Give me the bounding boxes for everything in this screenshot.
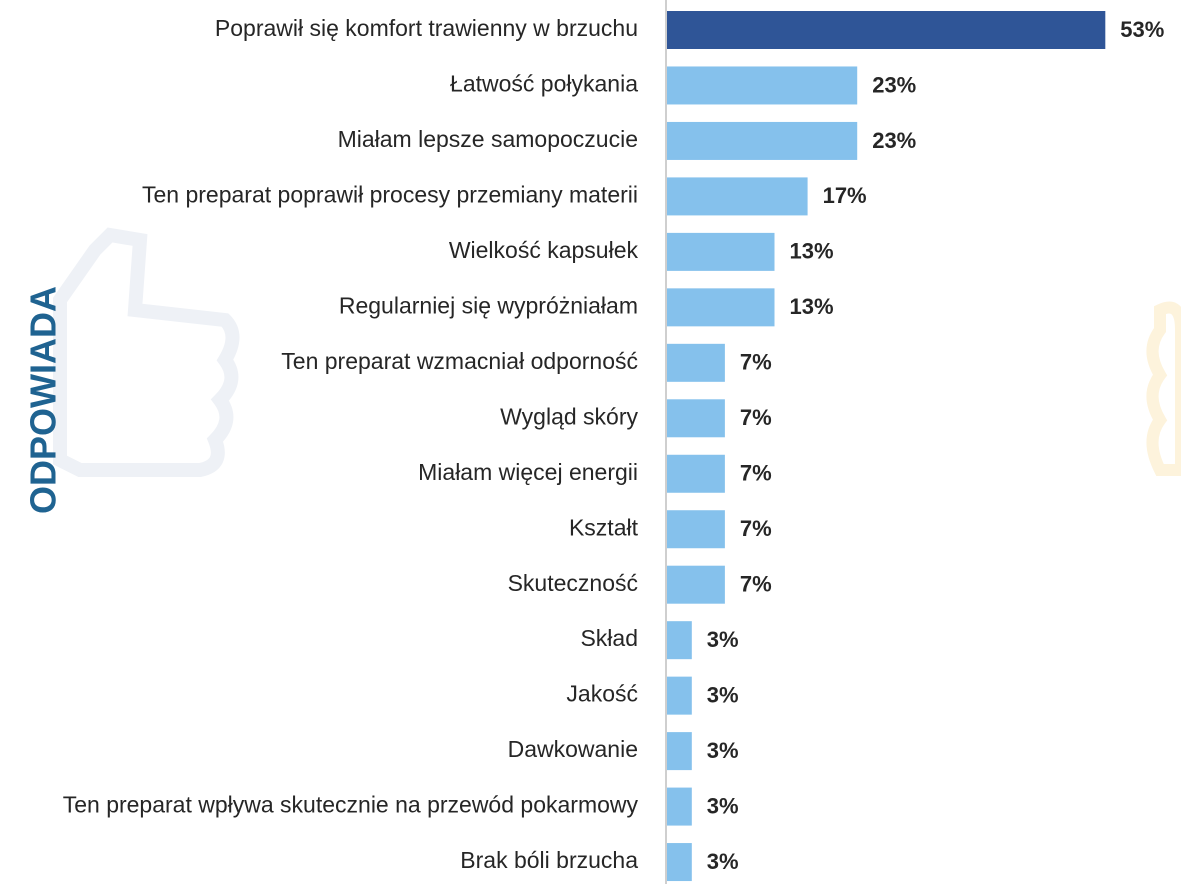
bar xyxy=(667,843,692,882)
bar xyxy=(667,66,858,105)
value-label: 7% xyxy=(740,516,772,541)
category-label: Jakość xyxy=(566,681,638,707)
category-label: Poprawił się komfort trawienny w brzuchu xyxy=(215,15,638,41)
decor-icon xyxy=(1146,301,1181,476)
value-label: 23% xyxy=(872,128,916,153)
value-label: 17% xyxy=(823,183,867,208)
value-label: 7% xyxy=(740,350,772,375)
category-label: Miałam lepsze samopoczucie xyxy=(338,126,638,152)
bar xyxy=(667,676,692,715)
bar xyxy=(667,787,692,826)
value-label: 3% xyxy=(707,793,739,818)
bar xyxy=(667,11,1106,49)
value-label: 13% xyxy=(790,239,834,264)
value-label: 13% xyxy=(790,294,834,319)
value-label: 3% xyxy=(707,849,739,874)
category-label: Ten preparat poprawił procesy przemiany … xyxy=(142,181,638,207)
bar xyxy=(667,399,725,438)
thumb-icon xyxy=(53,227,240,477)
category-label: Skuteczność xyxy=(508,570,638,596)
value-label: 7% xyxy=(740,405,772,430)
bar xyxy=(667,621,692,660)
bar xyxy=(667,288,775,327)
category-label: Łatwość połykania xyxy=(450,71,638,97)
category-label: Miałam więcej energii xyxy=(418,459,638,485)
category-label: Ten preparat wzmacniał odporność xyxy=(281,348,638,374)
side-label: ODPOWIADA xyxy=(23,286,64,514)
value-label: 7% xyxy=(740,461,772,486)
bar xyxy=(667,121,858,160)
bar xyxy=(667,343,725,382)
value-label: 3% xyxy=(707,682,739,707)
value-label: 23% xyxy=(872,72,916,97)
category-label: Dawkowanie xyxy=(508,736,638,762)
category-label: Skład xyxy=(580,625,638,651)
value-label: 7% xyxy=(740,572,772,597)
bar xyxy=(667,454,725,493)
value-label: 53% xyxy=(1120,17,1164,42)
value-label: 3% xyxy=(707,738,739,763)
value-label: 3% xyxy=(707,627,739,652)
category-label: Regularniej się wypróżniałam xyxy=(339,292,638,318)
category-label: Wygląd skóry xyxy=(500,403,638,429)
bar xyxy=(667,177,808,216)
bar xyxy=(667,565,725,604)
bar xyxy=(667,510,725,549)
category-label: Ten preparat wpływa skutecznie na przewó… xyxy=(63,792,639,818)
bar xyxy=(667,232,775,271)
category-label: Wielkość kapsułek xyxy=(449,237,639,263)
category-label: Kształt xyxy=(569,514,639,540)
category-label: Brak bóli brzucha xyxy=(460,847,638,873)
bar xyxy=(667,732,692,771)
